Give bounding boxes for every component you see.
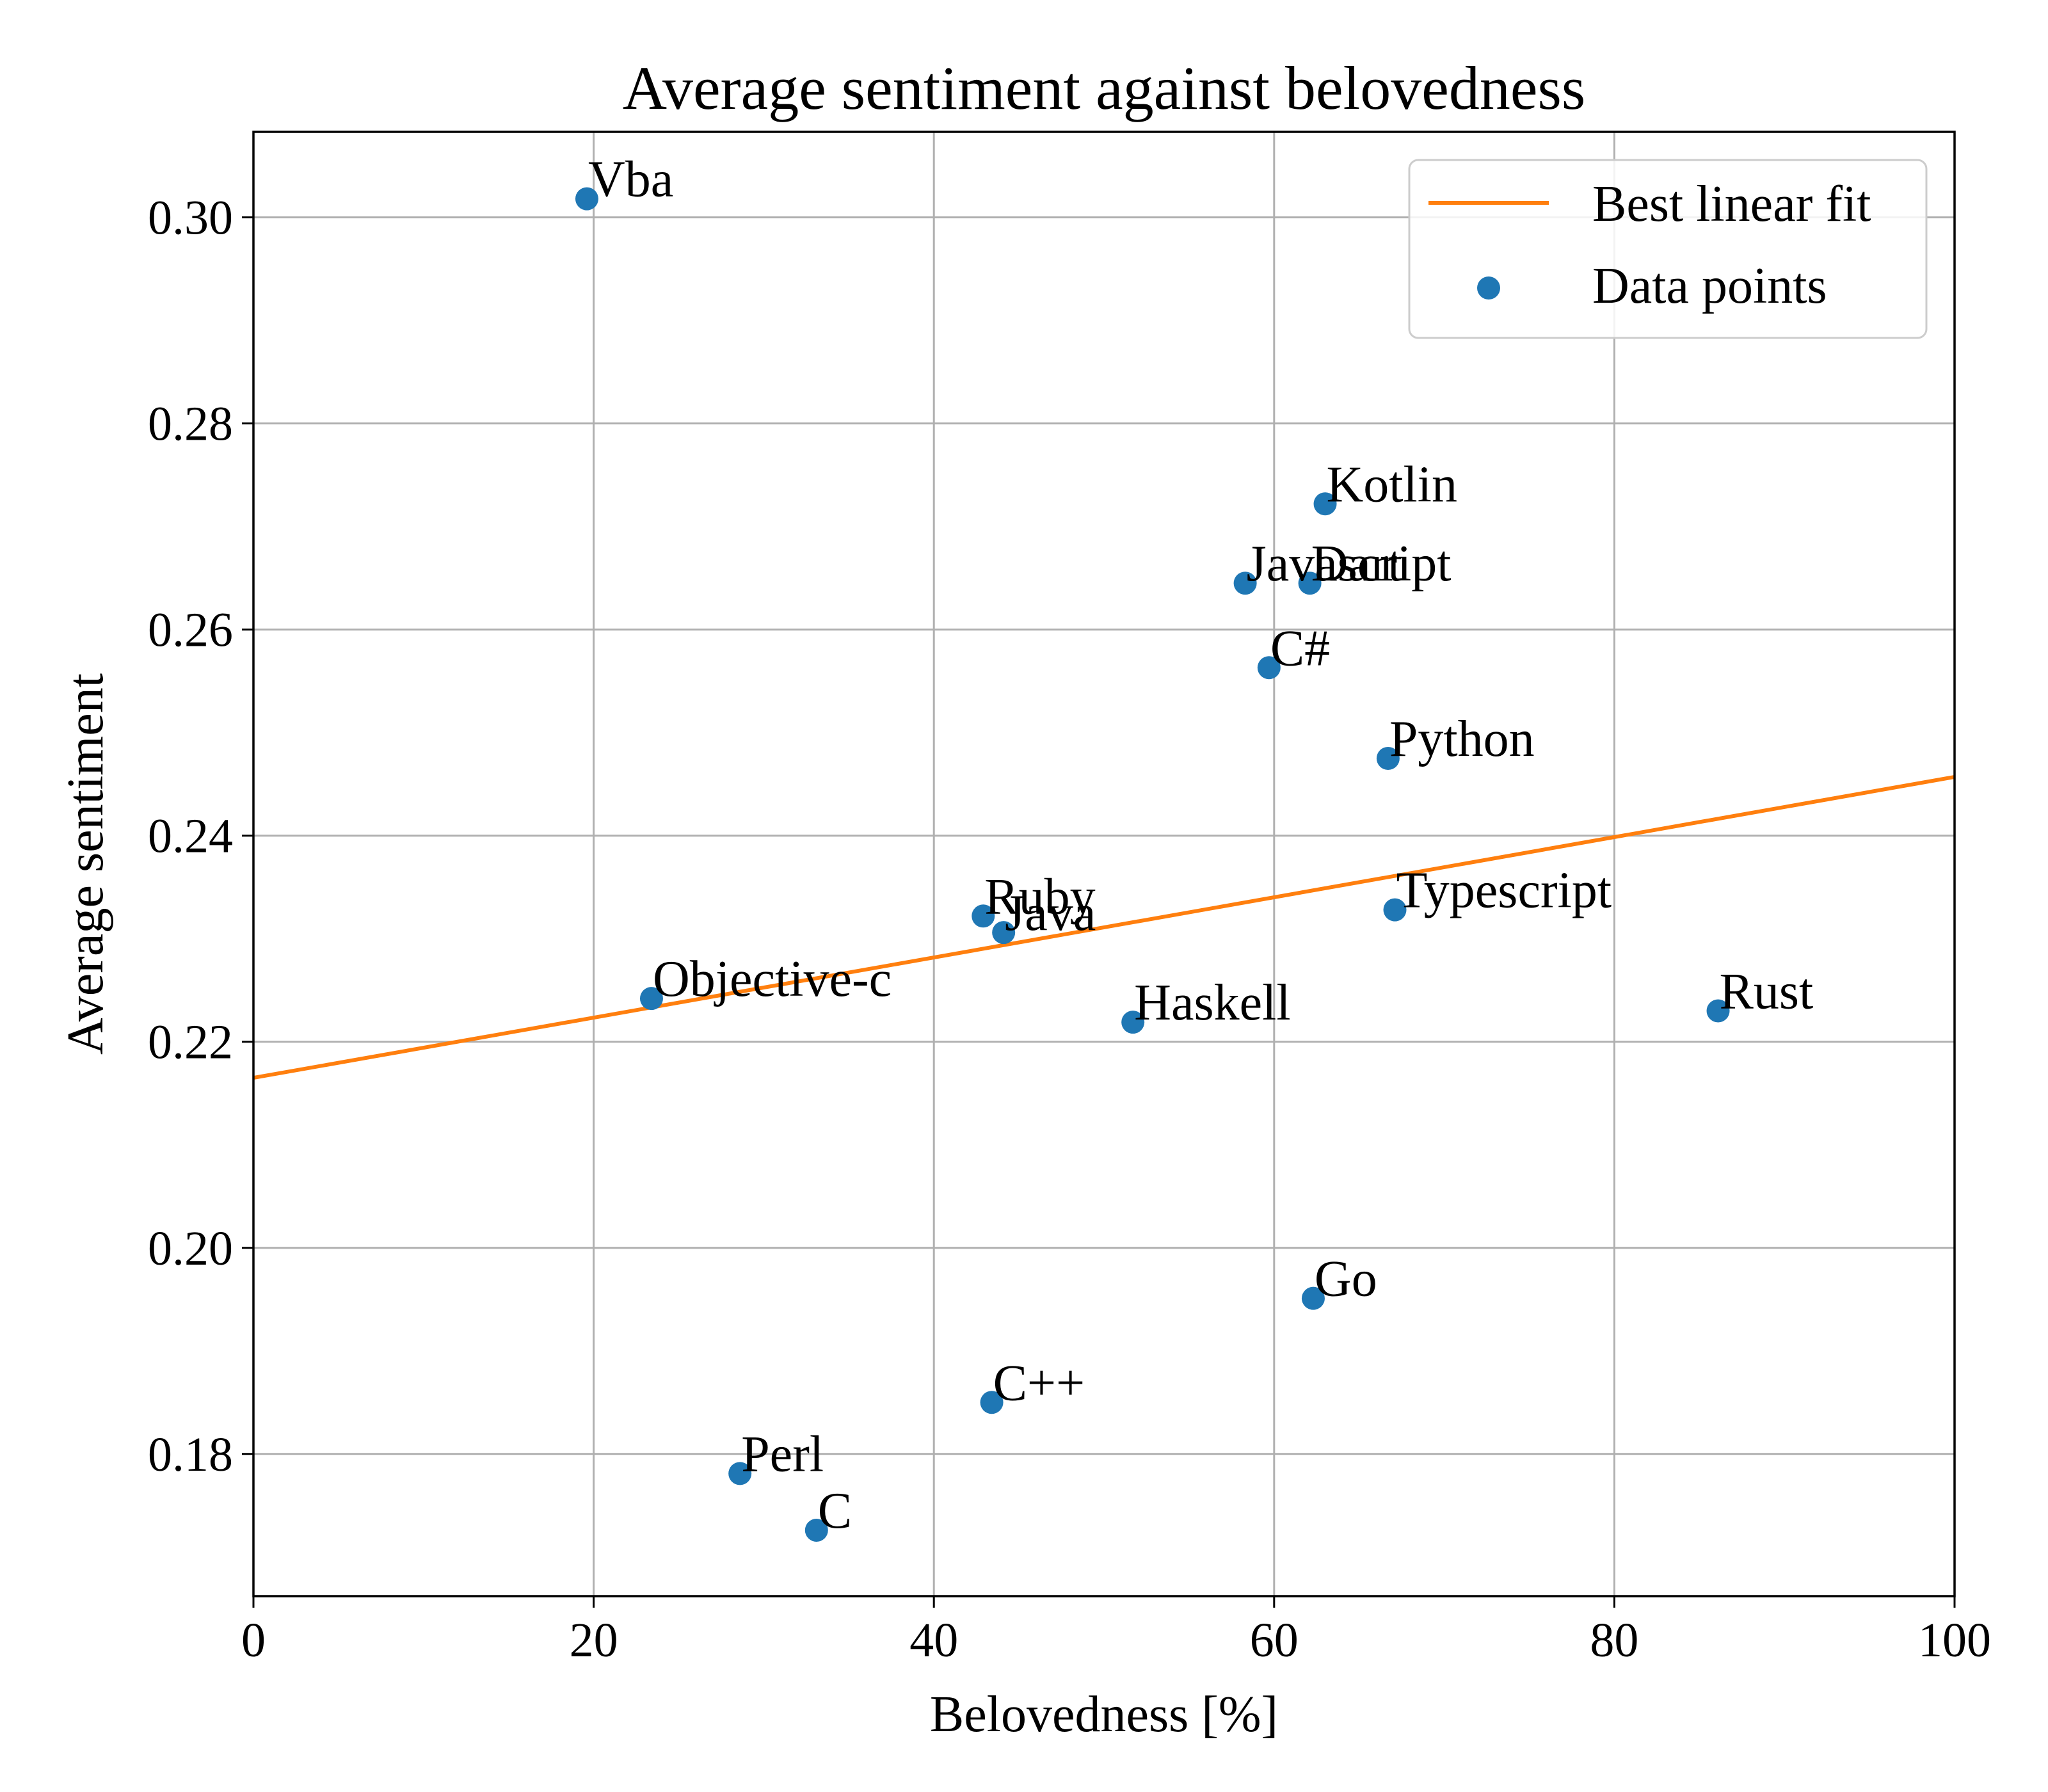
point-label: Kotlin [1327,456,1457,513]
point-label: Typescript [1396,863,1612,919]
x-tick-label: 0 [241,1613,266,1667]
data-point [1298,572,1322,595]
fit-line-layer [253,774,1955,1080]
x-tick-label: 80 [1590,1613,1638,1667]
y-axis-label: Average sentiment [58,673,114,1055]
x-axis-label: Belovedness [%] [930,1686,1278,1743]
legend-fit-label: Best linear fit [1592,176,1871,232]
plot-frame [252,131,1956,1597]
y-tick-label: 0.18 [148,1428,233,1482]
data-point [1121,1011,1145,1034]
legend-points-label: Data points [1592,258,1827,314]
point-label: C [818,1483,852,1539]
data-point [1376,746,1400,770]
y-tick-label: 0.20 [148,1222,233,1276]
point-label: Vba [588,152,673,208]
data-points-layer [575,187,1730,1542]
data-point [728,1462,752,1485]
point-label: C# [1270,620,1330,676]
grid [252,132,1956,1596]
legend-points-swatch [1477,276,1500,300]
x-tick-label: 20 [570,1613,618,1667]
x-tick-label: 40 [909,1613,958,1667]
data-point [1257,656,1281,680]
data-point [639,987,663,1011]
x-tick-label: 100 [1918,1613,1991,1667]
point-label: C++ [993,1355,1085,1411]
point-label: Perl [741,1426,824,1482]
data-point [804,1518,828,1542]
data-point [1383,898,1407,922]
point-label: Haskell [1134,975,1290,1031]
x-tick-label: 60 [1250,1613,1299,1667]
axis-ticks: 0 20 40 60 80 100 0.18 0.20 0.22 0.24 0.26 0.28 0.30 [148,191,1991,1667]
point-label: Javascript [1247,536,1452,592]
data-point [575,187,598,211]
data-point [1301,1286,1325,1310]
data-point [1233,572,1257,595]
point-label: Rust [1720,963,1814,1020]
point-label: Python [1389,711,1535,767]
data-point [992,921,1016,945]
y-tick-label: 0.26 [148,604,233,657]
point-label: Ruby [984,868,1095,925]
legend: Best linear fit Data points [1408,159,1928,339]
data-point [980,1391,1004,1414]
point-label: Go [1315,1251,1377,1308]
data-point [1706,999,1730,1023]
data-point [1313,492,1337,516]
best-fit-line [253,774,1955,1080]
y-tick-label: 0.28 [148,397,233,451]
data-point [972,904,995,928]
point-label: Dart [1311,536,1402,592]
point-label: Java [1005,885,1096,941]
y-tick-label: 0.24 [148,810,233,863]
y-tick-label: 0.30 [148,191,233,245]
point-label: Objective-c [653,951,892,1007]
chart-title: Average sentiment against belovedness [623,54,1585,122]
y-tick-label: 0.22 [148,1016,233,1069]
plot-area [253,132,1955,1596]
